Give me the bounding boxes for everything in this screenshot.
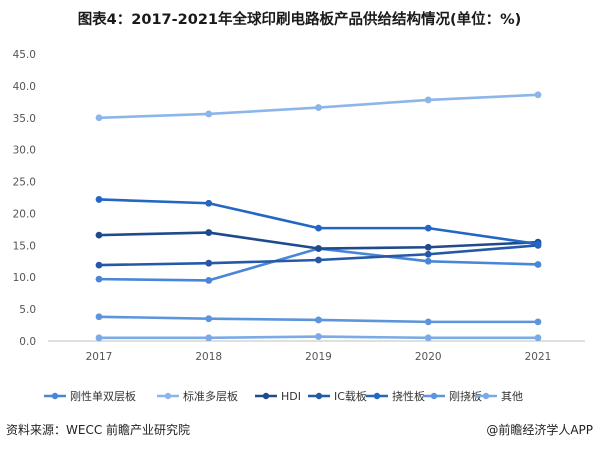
series-line [98, 198, 539, 246]
legend-label: 其他 [501, 390, 523, 403]
series-2 [95, 229, 542, 252]
y-tick-label: 40.0 [13, 81, 36, 93]
data-point [95, 231, 103, 239]
data-point [534, 334, 542, 342]
data-point [205, 110, 213, 118]
legend-item: 挠性板 [366, 389, 425, 403]
data-point [424, 243, 432, 251]
y-tick-label: 45.0 [13, 49, 36, 61]
data-point [95, 196, 103, 203]
legend-item: IC载板 [308, 389, 367, 403]
y-tick-label: 30.0 [13, 145, 36, 157]
data-point [534, 240, 542, 248]
legend-swatch-dot [430, 392, 438, 400]
data-point [205, 229, 213, 236]
series-1 [95, 91, 542, 122]
chart-title: 图表4：2017-2021年全球印刷电路板产品供给结构情况(单位：%) [77, 12, 522, 28]
legend-swatch-dot [262, 392, 270, 400]
legend-label: 刚挠板 [449, 389, 482, 403]
y-tick-label: 25.0 [13, 177, 36, 189]
legend-swatch-dot [51, 392, 59, 400]
x-tick-label: 2017 [86, 351, 113, 363]
brand-credit: @前瞻经济学人APP [486, 423, 593, 437]
series-3 [95, 241, 542, 269]
data-point [424, 318, 432, 326]
legend-label: HDI [281, 390, 301, 403]
data-point [424, 250, 432, 258]
legend-swatch-dot [315, 392, 323, 400]
data-point [205, 199, 213, 207]
data-point [315, 256, 322, 264]
data-point [205, 259, 213, 267]
data-point [95, 313, 103, 321]
data-point [315, 104, 322, 111]
series-layer [95, 91, 542, 342]
legend-label: 刚性单双层板 [70, 389, 136, 403]
series-6 [95, 333, 542, 342]
legend: 刚性单双层板 标准多层板 HDI IC载板 挠性板 刚挠板 其他 [44, 389, 523, 403]
data-point [534, 261, 542, 268]
data-point [95, 334, 103, 342]
data-point [315, 224, 322, 232]
x-tick-label: 2021 [525, 351, 552, 363]
legend-label: 标准多层板 [183, 389, 238, 403]
legend-item: 刚性单双层板 [44, 389, 136, 403]
data-point [424, 224, 432, 232]
data-point [95, 275, 103, 283]
y-tick-label: 20.0 [13, 208, 36, 220]
data-point [95, 261, 103, 269]
data-point [424, 257, 432, 265]
legend-label: IC载板 [334, 389, 367, 403]
data-point [534, 91, 542, 99]
data-point [205, 334, 213, 342]
data-point [95, 114, 103, 122]
y-tick-label: 0.0 [19, 336, 36, 348]
data-point [205, 315, 213, 323]
x-tick-label: 2018 [195, 351, 222, 363]
legend-item: 刚挠板 [423, 389, 482, 403]
axis-layer: 0.0 5.0 10.0 15.0 20.0 25.0 30.0 35.0 40.0 45.0 20… [13, 49, 585, 363]
data-point [424, 96, 432, 104]
data-point [205, 277, 213, 284]
legend-label: 挠性板 [392, 389, 425, 403]
x-tick-label: 2019 [305, 351, 332, 363]
data-point [315, 316, 322, 324]
y-tick-label: 15.0 [13, 240, 36, 252]
legend-swatch-dot [482, 392, 490, 400]
legend-swatch-dot [164, 392, 172, 400]
y-tick-label: 5.0 [19, 304, 36, 316]
series-5 [95, 313, 542, 326]
data-point [534, 318, 542, 326]
legend-item: HDI [255, 390, 301, 403]
legend-item: 其他 [475, 390, 523, 403]
legend-swatch-dot [373, 392, 381, 400]
y-tick-label: 35.0 [13, 113, 36, 125]
legend-item: 标准多层板 [157, 389, 238, 403]
y-tick-label: 10.0 [13, 272, 36, 284]
source-note: 资料来源：WECC 前瞻产业研究院 [6, 423, 191, 437]
x-tick-label: 2020 [415, 351, 442, 363]
data-point [424, 334, 432, 342]
series-4 [95, 196, 542, 248]
data-point [315, 245, 322, 252]
data-point [315, 333, 322, 340]
